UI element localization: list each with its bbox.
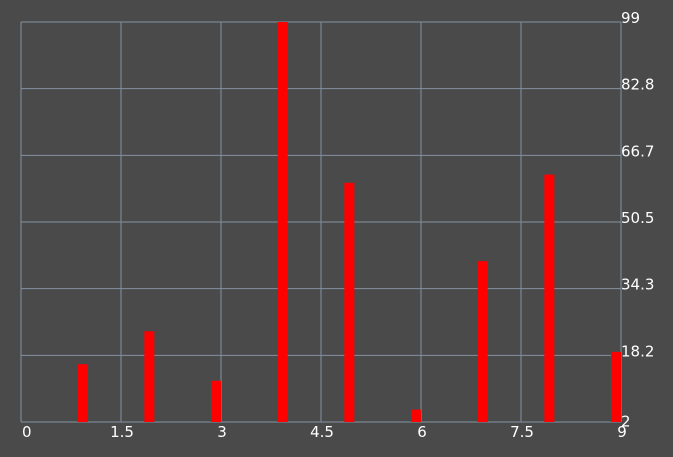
bar xyxy=(77,364,88,422)
bar xyxy=(277,22,288,422)
bar xyxy=(544,174,555,422)
bar xyxy=(411,409,421,422)
x-tick-label: 1.5 xyxy=(110,423,134,441)
grid-lines xyxy=(20,21,622,423)
y-tick-label: 50.5 xyxy=(621,209,654,227)
y-tick-label: 2 xyxy=(621,413,631,431)
x-tick-label: 3 xyxy=(217,423,227,441)
y-tick-label: 18.2 xyxy=(621,342,654,360)
bars xyxy=(77,22,621,422)
x-tick-label: 0 xyxy=(22,423,32,441)
y-tick-label: 66.7 xyxy=(621,142,654,160)
x-axis-ticks: 0 1.5 3 4.5 6 7.5 9 xyxy=(22,423,627,441)
bar xyxy=(611,351,621,422)
bar xyxy=(211,380,221,422)
y-tick-label: 82.8 xyxy=(621,76,654,94)
x-tick-label: 7.5 xyxy=(510,423,534,441)
bar xyxy=(144,331,155,422)
bar xyxy=(477,261,488,422)
y-tick-label: 34.3 xyxy=(621,276,654,294)
x-tick-label: 4.5 xyxy=(310,423,334,441)
y-axis-ticks: 99 82.8 66.7 50.5 34.3 18.2 2 xyxy=(621,9,654,431)
x-tick-label: 9 xyxy=(617,423,627,441)
x-tick-label: 6 xyxy=(417,423,427,441)
y-tick-label: 99 xyxy=(621,9,640,27)
bar xyxy=(344,182,355,422)
